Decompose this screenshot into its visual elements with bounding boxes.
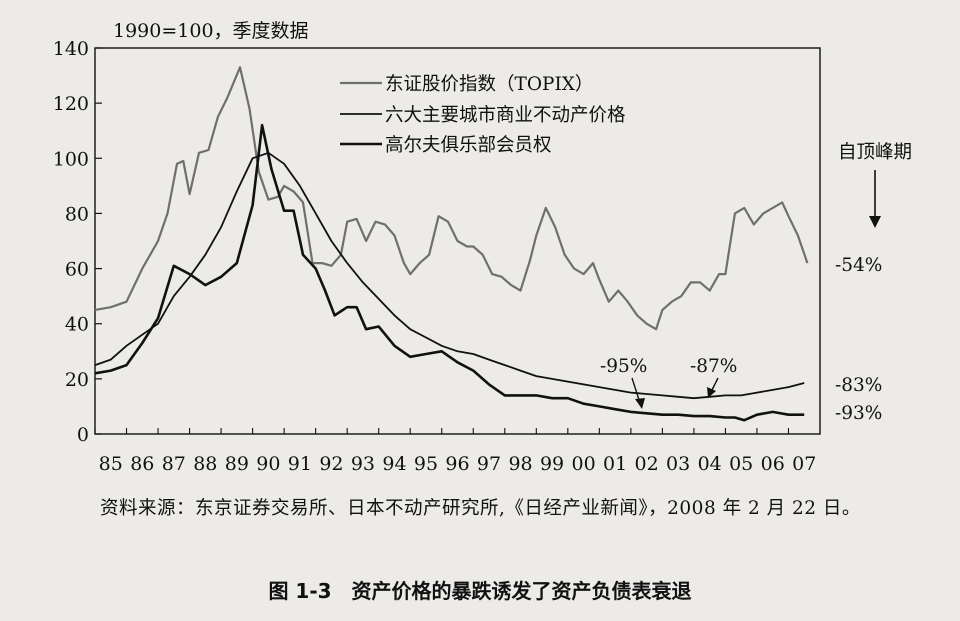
x-tick-label: 85 (99, 453, 123, 475)
mid-label-realestate: -87% (690, 356, 737, 377)
mid-arrow-golf-head (635, 398, 645, 409)
y-tick-label: 100 (53, 148, 89, 170)
mid-label-golf: -95% (600, 356, 647, 377)
x-tick-label: 94 (382, 453, 406, 475)
end-label-realestate: -83% (835, 375, 882, 396)
x-tick-label: 86 (130, 453, 154, 475)
series-line-realestate (94, 151, 805, 400)
x-tick-label: 02 (635, 453, 659, 475)
x-tick-label: 92 (319, 453, 343, 475)
x-tick-label: 99 (540, 453, 564, 475)
unit-note: 1990=100，季度数据 (113, 20, 309, 42)
x-tick-label: 90 (256, 453, 280, 475)
x-tick-label: 03 (666, 453, 690, 475)
x-tick-label: 95 (414, 453, 438, 475)
x-tick-label: 05 (729, 453, 753, 475)
series-layer (94, 66, 809, 422)
y-tick-label: 20 (65, 369, 89, 391)
x-tick-label: 98 (508, 453, 532, 475)
x-tick-label: 01 (603, 453, 627, 475)
x-tick-label: 96 (445, 453, 469, 475)
series-line-golf (94, 123, 805, 422)
plot-frame (94, 47, 821, 435)
x-tick-label: 91 (288, 453, 312, 475)
y-tick-label: 40 (65, 314, 89, 336)
mid-arrow-realestate-head (707, 387, 716, 398)
x-tick-label: 88 (193, 453, 217, 475)
y-tick-label: 140 (53, 38, 89, 60)
figure-caption: 图 1-3 资产价格的暴跌诱发了资产负债表衰退 (268, 579, 692, 603)
series-line-topix (94, 66, 809, 331)
peak-header: 自顶峰期 (838, 142, 912, 163)
y-tick-label: 120 (53, 93, 89, 115)
peak-arrow-head (869, 216, 881, 228)
mid-arrow-realestate (711, 377, 719, 391)
end-label-golf: -93% (835, 403, 882, 424)
x-tick-label: 00 (571, 453, 595, 475)
x-tick-label: 04 (698, 453, 722, 475)
x-tick-label: 89 (225, 453, 249, 475)
legend: 东证股价指数（TOPIX） 六大主要城市商业不动产价格 高尔夫俱乐部会员权 (340, 74, 626, 156)
y-tick-label: 60 (65, 259, 89, 281)
legend-label-golf: 高尔夫俱乐部会员权 (385, 135, 552, 156)
source-note: 资料来源：东京证券交易所、日本不动产研究所,《日经产业新闻》，2008 年 2 … (100, 498, 861, 519)
y-tick-label: 80 (65, 203, 89, 225)
x-tick-label: 07 (792, 453, 816, 475)
legend-label-topix: 东证股价指数（TOPIX） (385, 74, 593, 95)
end-label-topix: -54% (835, 255, 882, 276)
x-tick-label: 87 (162, 453, 186, 475)
x-tick-label: 93 (351, 453, 375, 475)
legend-label-realestate: 六大主要城市商业不动产价格 (385, 105, 626, 126)
y-axis: 0 20 40 60 80 100 120 140 (53, 38, 102, 446)
y-tick-label: 0 (77, 424, 89, 446)
x-axis: 85 86 87 88 89 90 91 92 93 94 95 96 97 98 99 00 01 02 03 04… (94, 428, 816, 475)
x-tick-label: 97 (477, 453, 501, 475)
x-tick-label: 06 (761, 453, 785, 475)
